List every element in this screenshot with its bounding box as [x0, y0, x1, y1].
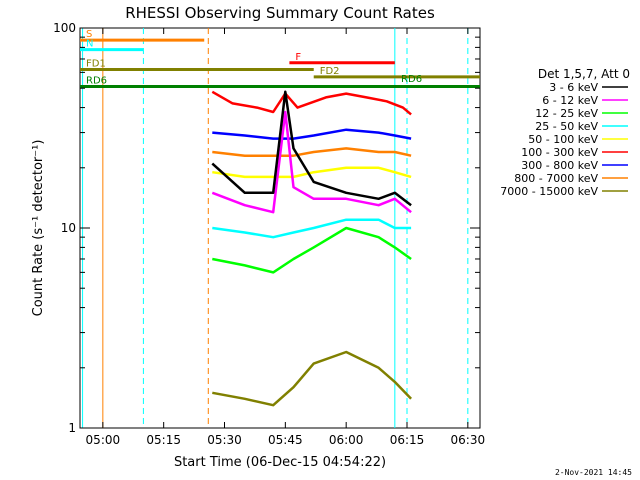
legend-entry-800-7000-kev: 800 - 7000 keV [514, 172, 598, 185]
flag-label-f: F [295, 52, 301, 63]
series-line-50-100-kev [212, 166, 412, 179]
legend-entry-12-25-kev: 12 - 25 keV [535, 107, 598, 120]
series-line-7000-15000-kev [212, 350, 412, 407]
flag-label-fd2: FD2 [320, 66, 340, 77]
flag-label-rd6: RD6 [86, 75, 107, 86]
footer-date: 2-Nov-2021 14:45 [554, 468, 632, 477]
y-tick-label-10: 10 [61, 221, 76, 235]
flag-label-extra-0: RD6 [401, 74, 422, 85]
y-tick-label-1: 1 [68, 421, 76, 435]
x-tick-label-0515: 05:15 [146, 433, 181, 447]
legend-entry-100-300-kev: 100 - 300 keV [521, 146, 598, 159]
series-line-6-12-kev [211, 110, 412, 214]
x-tick-label-0615: 06:15 [390, 433, 425, 447]
flag-label-n: N [86, 39, 93, 50]
legend-entry-300-800-kev: 300 - 800 keV [521, 159, 598, 172]
series-line-3-6-kev [211, 90, 412, 207]
x-tick-label-0630: 06:30 [451, 433, 486, 447]
series-line-800-7000-kev [212, 147, 412, 157]
series-line-25-50-kev [212, 218, 412, 239]
plot-layer: SN F FD1 FD2 RD6 RD6 [80, 28, 480, 428]
legend-entry-6-12-kev: 6 - 12 keV [542, 94, 598, 107]
axis-layer: 05:00 05:15 05:30 05:45 06:00 06:15 06:30 1 10 10… [53, 21, 485, 447]
legend-entry-50-100-kev: 50 - 100 keV [528, 133, 598, 146]
series-line-300-800-kev [212, 128, 412, 140]
x-tick-label-0500: 05:00 [86, 433, 121, 447]
legend-entry-7000-15000-kev: 7000 - 15000 keV [500, 185, 598, 198]
flag-label-fd1: FD1 [86, 59, 106, 70]
y-tick-label-100: 100 [53, 21, 76, 35]
x-tick-label-0530: 05:30 [207, 433, 242, 447]
legend-header: Det 1,5,7, Att 0 [538, 67, 630, 81]
flag-label-s: S [86, 29, 92, 40]
plot-frame [79, 27, 481, 429]
legend-entry-3-6-kev: 3 - 6 keV [549, 81, 598, 94]
legend-entry-25-50-kev: 25 - 50 keV [535, 120, 598, 133]
x-tick-label-0545: 05:45 [268, 433, 303, 447]
x-axis-label: Start Time (06-Dec-15 04:54:22) [174, 455, 386, 470]
y-axis-label: Count Rate (s⁻¹ detector⁻¹) [31, 140, 46, 317]
chart-title: RHESSI Observing Summary Count Rates [125, 4, 435, 22]
series-line-12-25-kev [212, 226, 412, 274]
x-tick-label-0600: 06:00 [329, 433, 364, 447]
series-line-100-300-kev [211, 90, 412, 116]
